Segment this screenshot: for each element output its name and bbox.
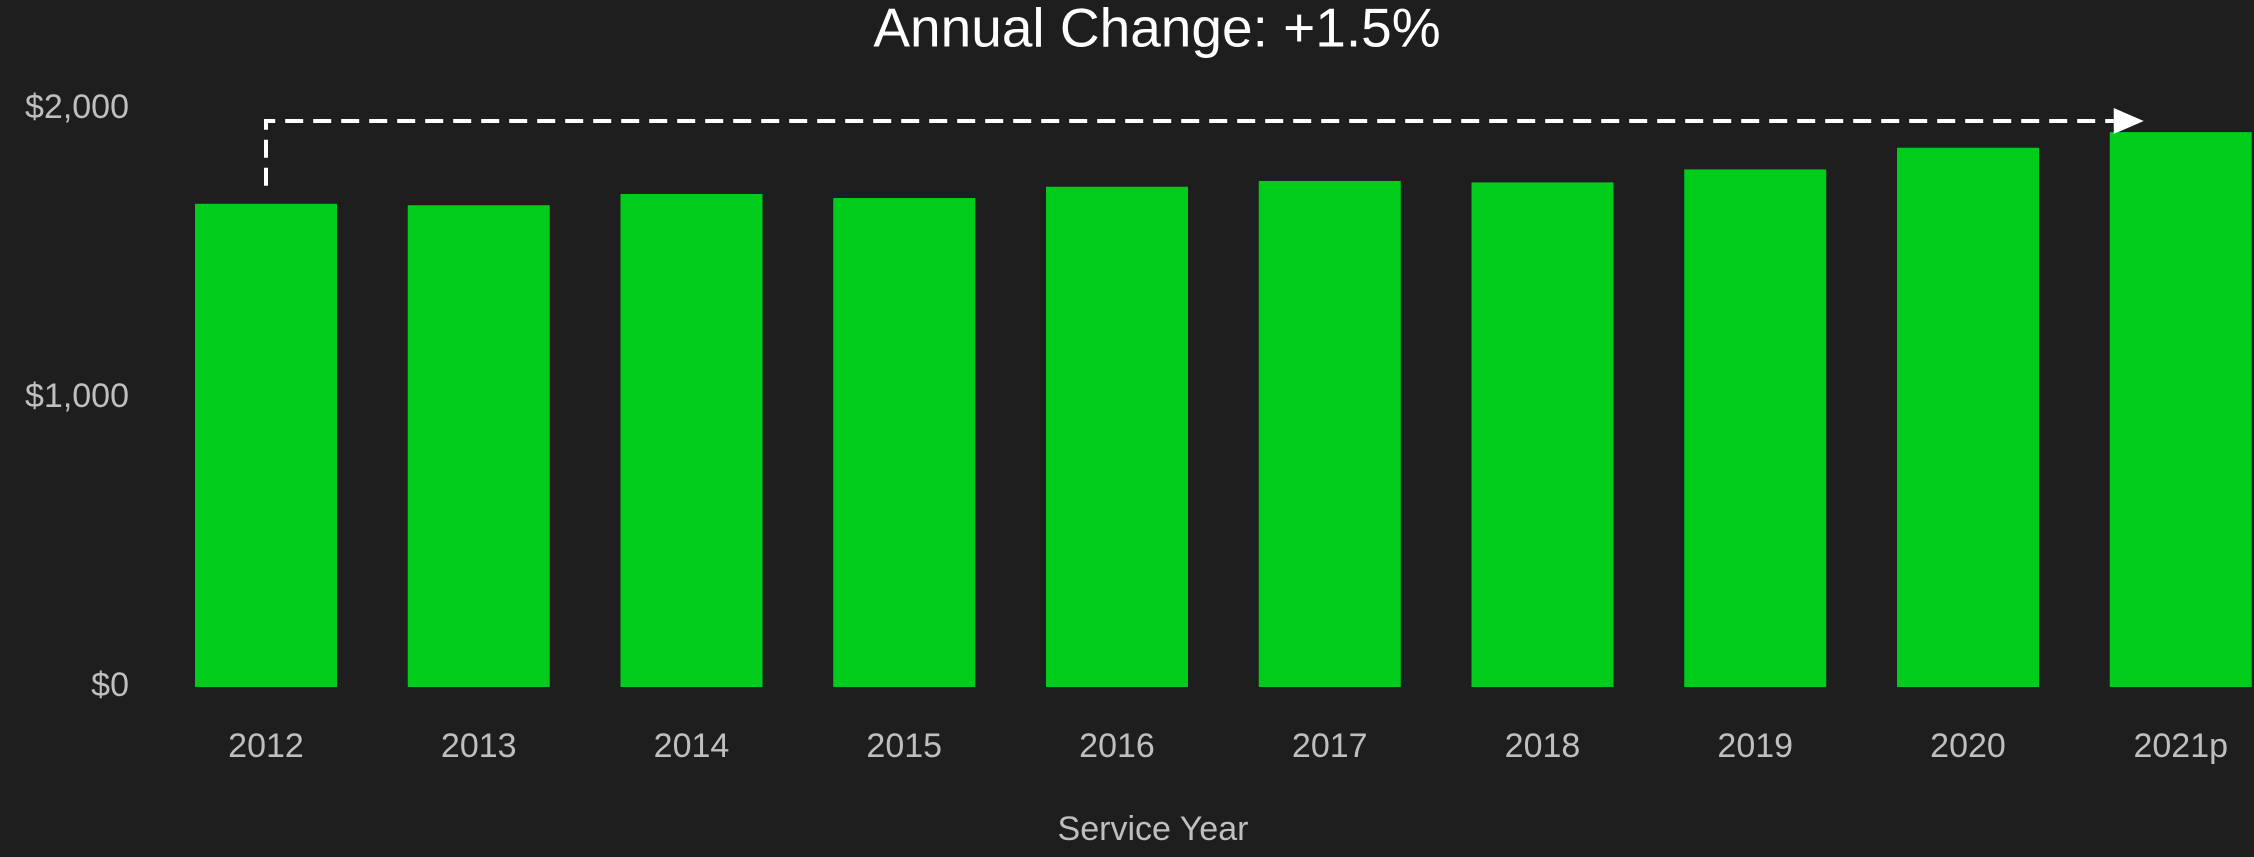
bar bbox=[1897, 147, 2039, 687]
bar bbox=[1471, 182, 1614, 687]
arrow-head bbox=[2113, 108, 2144, 134]
x-tick-label: 2021p bbox=[2133, 727, 2228, 765]
y-tick-label: $2,000 bbox=[25, 88, 129, 126]
x-tick-label: 2014 bbox=[654, 727, 730, 765]
x-tick-label: 2016 bbox=[1079, 727, 1155, 765]
x-axis-label: Service Year bbox=[1058, 810, 1249, 848]
bar bbox=[833, 198, 976, 687]
bar bbox=[407, 205, 550, 687]
bar bbox=[1684, 169, 1827, 687]
y-tick-label: $0 bbox=[91, 666, 129, 704]
x-tick-label: 2015 bbox=[866, 727, 942, 765]
x-tick-label: 2020 bbox=[1930, 727, 2006, 765]
x-tick-label: 2017 bbox=[1292, 727, 1368, 765]
bar bbox=[1258, 180, 1401, 687]
chart-title: Annual Change: +1.5% bbox=[873, 0, 1440, 59]
x-tick-label: 2012 bbox=[228, 727, 304, 765]
annotation-arrow bbox=[264, 119, 2114, 186]
bar bbox=[2109, 132, 2252, 687]
y-tick-label: $1,000 bbox=[25, 377, 129, 415]
x-tick-label: 2013 bbox=[441, 727, 517, 765]
x-tick-label: 2019 bbox=[1717, 727, 1793, 765]
x-tick-label: 2018 bbox=[1505, 727, 1581, 765]
bar bbox=[620, 193, 763, 687]
bar bbox=[195, 203, 337, 688]
bar bbox=[1046, 186, 1188, 687]
